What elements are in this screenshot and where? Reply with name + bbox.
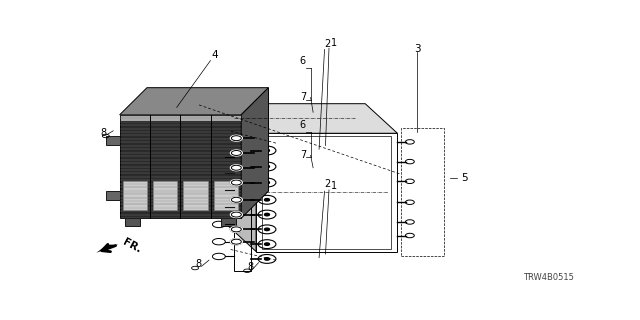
Bar <box>106 191 120 200</box>
Bar <box>153 181 177 210</box>
Circle shape <box>264 149 269 152</box>
Text: FR.: FR. <box>121 237 143 255</box>
Text: 8: 8 <box>101 128 107 138</box>
Circle shape <box>264 198 269 201</box>
Bar <box>120 115 241 121</box>
Text: 8: 8 <box>247 262 253 272</box>
Circle shape <box>230 197 243 203</box>
Bar <box>120 115 241 218</box>
Text: 5: 5 <box>461 172 468 183</box>
Bar <box>214 181 238 210</box>
Text: TRW4B0515: TRW4B0515 <box>523 273 573 282</box>
Bar <box>106 136 120 145</box>
Text: 6: 6 <box>300 56 306 66</box>
Bar <box>125 218 140 226</box>
Circle shape <box>264 243 269 245</box>
Bar <box>262 136 392 249</box>
Circle shape <box>264 165 269 168</box>
Circle shape <box>230 180 243 186</box>
Circle shape <box>264 258 269 260</box>
Circle shape <box>230 227 243 232</box>
Text: 2: 2 <box>324 180 330 189</box>
Circle shape <box>230 212 243 218</box>
Circle shape <box>230 239 243 244</box>
Circle shape <box>264 228 269 231</box>
Bar <box>234 143 251 271</box>
Circle shape <box>230 135 243 141</box>
Bar <box>184 181 208 210</box>
Circle shape <box>230 150 243 156</box>
Circle shape <box>230 150 243 156</box>
Polygon shape <box>224 104 397 133</box>
Text: 2: 2 <box>324 39 330 49</box>
Text: 1: 1 <box>331 38 337 48</box>
Polygon shape <box>241 88 269 218</box>
Circle shape <box>230 165 243 171</box>
Polygon shape <box>120 88 269 115</box>
Circle shape <box>230 227 243 232</box>
Circle shape <box>264 181 269 184</box>
Polygon shape <box>224 104 256 252</box>
Text: 3: 3 <box>414 44 420 54</box>
Circle shape <box>230 239 243 244</box>
Text: 7: 7 <box>300 150 306 160</box>
Text: 4: 4 <box>211 50 218 60</box>
Bar <box>123 181 147 210</box>
Bar <box>401 128 444 256</box>
Text: 7: 7 <box>300 92 306 102</box>
Circle shape <box>230 135 243 141</box>
Text: 8: 8 <box>195 259 201 269</box>
Circle shape <box>230 180 243 186</box>
Polygon shape <box>97 244 118 253</box>
Circle shape <box>230 165 243 171</box>
Bar <box>221 218 236 226</box>
Text: 6: 6 <box>300 120 306 130</box>
Circle shape <box>264 213 269 216</box>
Circle shape <box>230 197 243 203</box>
Text: 1: 1 <box>331 181 337 191</box>
Circle shape <box>230 212 243 218</box>
Bar <box>256 133 397 252</box>
